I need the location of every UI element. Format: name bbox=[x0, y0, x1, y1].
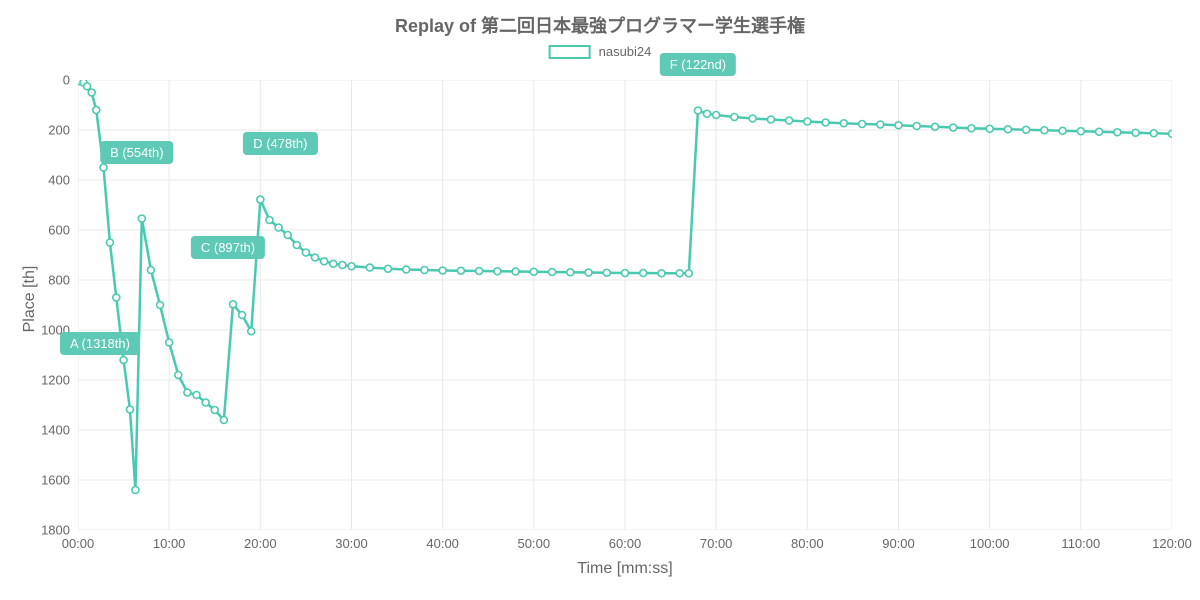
solve-marker-label[interactable]: B (554th) bbox=[100, 141, 173, 164]
y-tick-label: 0 bbox=[63, 73, 70, 88]
x-tick-label: 80:00 bbox=[791, 536, 824, 551]
x-tick-label: 10:00 bbox=[153, 536, 186, 551]
x-tick-label: 100:00 bbox=[970, 536, 1010, 551]
solve-marker-label[interactable]: C (897th) bbox=[191, 236, 265, 259]
x-tick-label: 30:00 bbox=[335, 536, 368, 551]
x-tick-label: 60:00 bbox=[609, 536, 642, 551]
y-tick-label: 1400 bbox=[41, 423, 70, 438]
chart-title: Replay of 第二回日本最強プログラマー学生選手権 bbox=[0, 12, 1200, 38]
y-tick-label: 800 bbox=[48, 273, 70, 288]
x-tick-label: 50:00 bbox=[518, 536, 551, 551]
x-tick-label: 110:00 bbox=[1061, 536, 1100, 551]
y-tick-label: 1800 bbox=[41, 523, 70, 538]
x-tick-label: 20:00 bbox=[244, 536, 277, 551]
y-tick-label: 400 bbox=[48, 173, 70, 188]
solve-marker-label[interactable]: F (122nd) bbox=[660, 53, 736, 76]
x-tick-label: 120:00 bbox=[1152, 536, 1192, 551]
solve-marker-label[interactable]: D (478th) bbox=[243, 132, 317, 155]
chart-container: Replay of 第二回日本最強プログラマー学生選手権 nasubi24 Pl… bbox=[0, 0, 1200, 600]
y-axis-label: Place [th] bbox=[21, 249, 39, 349]
legend-label: nasubi24 bbox=[599, 44, 652, 59]
y-tick-label: 1200 bbox=[41, 373, 70, 388]
legend[interactable]: nasubi24 bbox=[549, 44, 652, 59]
x-tick-label: 70:00 bbox=[700, 536, 733, 551]
y-tick-label: 200 bbox=[48, 123, 70, 138]
x-tick-label: 00:00 bbox=[62, 536, 95, 551]
plot-area[interactable] bbox=[78, 80, 1172, 530]
x-tick-label: 40:00 bbox=[426, 536, 459, 551]
x-tick-label: 90:00 bbox=[882, 536, 915, 551]
x-axis-label: Time [mm:ss] bbox=[577, 560, 672, 578]
y-tick-label: 1600 bbox=[41, 473, 70, 488]
y-tick-label: 600 bbox=[48, 223, 70, 238]
solve-marker-label[interactable]: A (1318th) bbox=[60, 332, 140, 355]
legend-swatch bbox=[549, 45, 591, 59]
